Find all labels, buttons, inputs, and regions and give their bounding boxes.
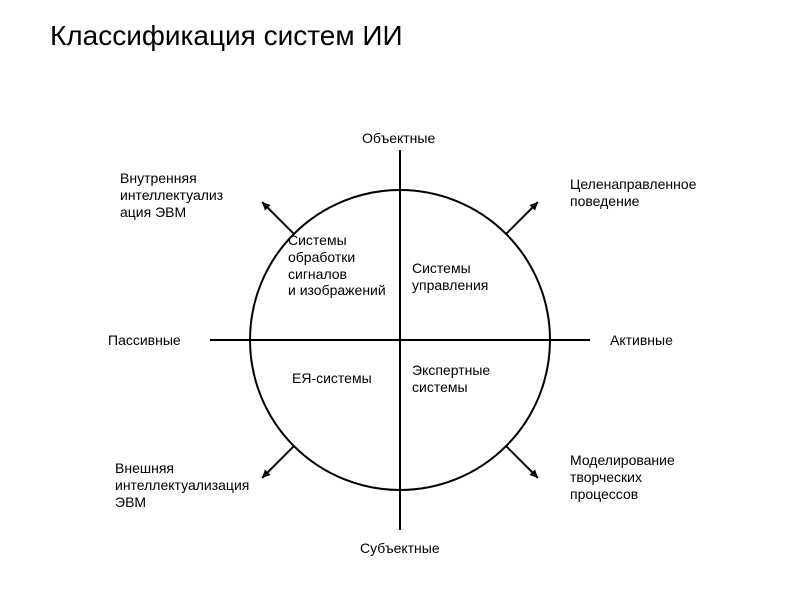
axis-label-left: Пассивные bbox=[108, 332, 181, 349]
quadrant-label-q4: Экспертные системы bbox=[412, 362, 490, 396]
corner-label-tr: Целенаправленное поведение bbox=[570, 176, 696, 210]
corner-label-br: Моделирование творческих процессов bbox=[570, 452, 675, 502]
quadrant-label-q1: Системы управления bbox=[412, 260, 488, 294]
page-title: Классификация систем ИИ bbox=[50, 20, 403, 52]
quadrant-label-q2: Системы обработки сигналов и изображений bbox=[288, 232, 386, 299]
corner-label-tl: Внутренняя интеллектуализ ация ЭВМ bbox=[120, 170, 223, 220]
corner-label-bl: Внешняя интеллектуализация ЭВМ bbox=[115, 460, 249, 510]
axis-label-right: Активные bbox=[610, 332, 673, 349]
axis-label-bottom: Субъектные bbox=[360, 540, 440, 557]
axis-label-top: Объектные bbox=[362, 130, 435, 147]
quadrant-label-q3: ЕЯ-системы bbox=[292, 370, 372, 387]
quadrant-diagram: Объектные Субъектные Пассивные Активные … bbox=[0, 80, 800, 600]
